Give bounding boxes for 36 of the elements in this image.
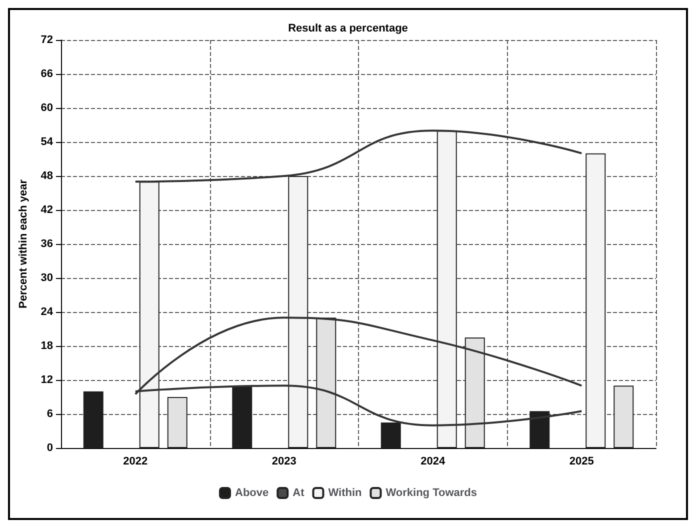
chart-title: Result as a percentage bbox=[288, 22, 408, 34]
y-tick-label: 0 bbox=[46, 442, 53, 454]
y-tick-label: 54 bbox=[40, 136, 54, 148]
legend-label: Within bbox=[328, 487, 362, 499]
y-tick-label: 72 bbox=[40, 34, 53, 46]
y-axis-title: Percent within each year bbox=[18, 178, 30, 308]
legend-label: Working Towards bbox=[386, 487, 477, 499]
bar bbox=[530, 411, 550, 448]
y-tick-label: 24 bbox=[40, 306, 54, 318]
bar bbox=[586, 153, 606, 448]
bar bbox=[464, 338, 485, 448]
bar bbox=[139, 182, 160, 448]
bar bbox=[316, 318, 336, 448]
y-tick-label: 60 bbox=[40, 102, 53, 114]
bar bbox=[232, 386, 252, 448]
bar bbox=[614, 386, 634, 448]
x-tick-label: 2022 bbox=[123, 456, 148, 468]
bar bbox=[436, 130, 457, 448]
y-tick-label: 66 bbox=[40, 68, 53, 80]
bar bbox=[380, 422, 401, 448]
y-tick-label: 36 bbox=[40, 238, 53, 250]
x-tick-label: 2023 bbox=[272, 456, 296, 468]
bar bbox=[288, 176, 308, 448]
y-tick-label: 18 bbox=[40, 340, 53, 352]
bar bbox=[83, 391, 104, 448]
x-tick-label: 2025 bbox=[569, 456, 594, 468]
x-tick-label: 2024 bbox=[420, 456, 446, 468]
y-tick-label: 6 bbox=[46, 408, 53, 420]
legend-label: At bbox=[292, 487, 305, 499]
legend-label: Above bbox=[235, 487, 269, 499]
line-series bbox=[134, 130, 583, 183]
y-tick-label: 42 bbox=[40, 204, 53, 216]
y-tick-label: 30 bbox=[40, 272, 53, 284]
y-tick-label: 48 bbox=[40, 170, 53, 182]
y-tick-label: 12 bbox=[40, 374, 53, 386]
bar bbox=[167, 397, 188, 448]
